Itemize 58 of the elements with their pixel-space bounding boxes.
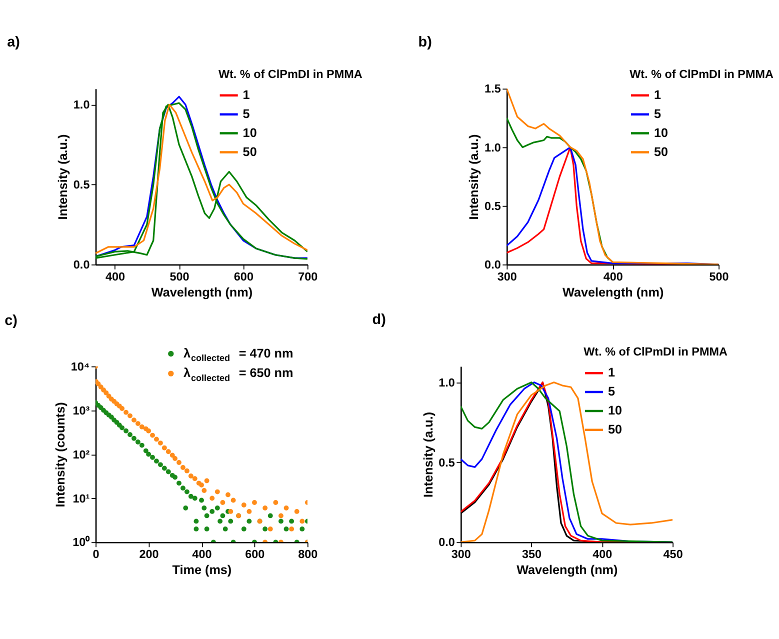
y-axis-title: Intensity (counts) bbox=[54, 402, 68, 508]
y-tick-label: 1.0 bbox=[73, 98, 90, 112]
y-axis-title: Intensity (a.u.) bbox=[421, 412, 436, 498]
x-tick-label: 300 bbox=[497, 270, 518, 284]
legend-label: 5 bbox=[242, 106, 250, 121]
x-tick-label: 350 bbox=[522, 548, 542, 561]
x-tick-label: 400 bbox=[192, 548, 212, 561]
chart-title: d) bbox=[372, 312, 386, 328]
legend-label: 1 bbox=[242, 88, 250, 102]
x-tick-label: 800 bbox=[298, 548, 318, 561]
y-tick-label: 1.0 bbox=[438, 376, 456, 390]
legend-label: 5 bbox=[654, 106, 661, 121]
x-axis-title: Wavelength (nm) bbox=[562, 285, 664, 300]
legend-label: 1 bbox=[654, 88, 661, 102]
chart-title: a) bbox=[7, 34, 20, 50]
chart-title: b) bbox=[418, 34, 432, 50]
y-tick-label: 10³ bbox=[72, 404, 90, 418]
legend-title: Wt. % of ClPmDI in PMMA bbox=[218, 68, 363, 81]
x-tick-label: 500 bbox=[170, 270, 190, 284]
x-tick-label: 700 bbox=[298, 270, 318, 284]
y-axis-title: Intensity (a.u.) bbox=[56, 134, 70, 220]
y-tick-label: 10¹ bbox=[72, 492, 90, 506]
y-tick-label: 0.0 bbox=[438, 536, 456, 550]
x-axis-title: Wavelength (nm) bbox=[516, 563, 618, 578]
y-tick-label: 0.5 bbox=[73, 178, 90, 192]
x-axis-title: Wavelength (nm) bbox=[151, 285, 253, 300]
x-tick-label: 400 bbox=[603, 270, 624, 284]
x-tick-label: 300 bbox=[451, 548, 472, 561]
y-tick-label: 0.0 bbox=[484, 258, 502, 272]
legend-label: 10 bbox=[242, 126, 257, 140]
x-tick-label: 400 bbox=[106, 270, 126, 284]
x-tick-label: 600 bbox=[245, 548, 266, 561]
chart-title: c) bbox=[4, 312, 18, 329]
legend-title: Wt. % of ClPmDI in PMMA bbox=[584, 346, 728, 359]
y-tick-label: 10⁰ bbox=[72, 535, 91, 550]
y-tick-label: 10⁴ bbox=[70, 360, 90, 374]
legend-title: Wt. % of ClPmDI in PMMA bbox=[630, 68, 774, 81]
x-tick-label: 0 bbox=[92, 548, 100, 561]
legend-label: 5 bbox=[608, 384, 615, 399]
y-tick-label: 10² bbox=[72, 448, 90, 462]
x-axis-title: Time (ms) bbox=[172, 563, 232, 578]
y-tick-label: 0.5 bbox=[484, 200, 502, 213]
legend-label: 50 bbox=[654, 144, 668, 159]
y-axis-title: Intensity (a.u.) bbox=[467, 134, 482, 220]
legend-label: 10 bbox=[654, 126, 668, 140]
x-tick-label: 600 bbox=[234, 270, 254, 284]
legend-label: 50 bbox=[242, 144, 257, 159]
x-tick-label: 200 bbox=[139, 548, 160, 561]
y-tick-label: 0.0 bbox=[73, 258, 90, 272]
x-tick-label: 400 bbox=[592, 548, 613, 561]
x-tick-label: 450 bbox=[663, 548, 684, 561]
legend-label: 1 bbox=[608, 366, 615, 380]
y-tick-label: 1.0 bbox=[484, 141, 502, 154]
y-tick-label: 1.5 bbox=[484, 82, 502, 96]
legend-label: 10 bbox=[608, 404, 622, 418]
x-tick-label: 500 bbox=[709, 270, 730, 284]
legend-label: 50 bbox=[608, 422, 622, 437]
y-tick-label: 0.5 bbox=[438, 456, 456, 470]
